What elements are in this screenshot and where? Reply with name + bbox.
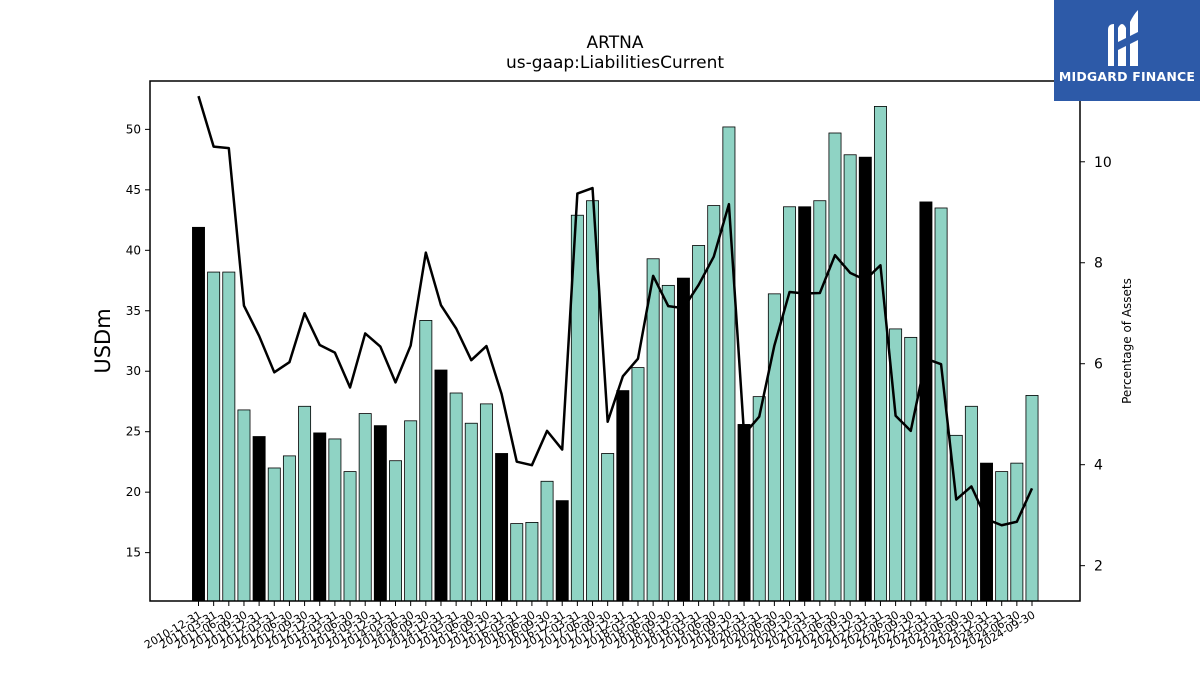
bar-2024-03-31	[995, 471, 1009, 602]
y-tick-label: 45	[126, 183, 141, 197]
bar-2021-12-31	[858, 156, 872, 602]
bar-2016-09-30	[540, 480, 554, 602]
bar-2014-03-31	[389, 460, 402, 602]
bar-2015-06-30	[464, 422, 478, 602]
bar-2020-12-31	[798, 206, 812, 602]
bar-2015-09-30	[479, 403, 493, 602]
bar-2022-12-31	[919, 201, 933, 602]
bar-2014-06-30	[404, 420, 418, 602]
y2-tick-label: 8	[1094, 256, 1103, 272]
y2-tick-label: 4	[1094, 458, 1103, 474]
y-tick-label: 25	[126, 425, 141, 439]
bar-2011-12-31	[252, 436, 266, 602]
y-tick-label: 50	[126, 122, 141, 136]
bar-2012-12-31	[313, 432, 327, 602]
bar-2024-06-30	[1010, 462, 1024, 602]
bar-2015-03-31	[449, 392, 463, 602]
y-tick-label: 40	[126, 243, 141, 257]
bar-2019-12-31	[737, 424, 751, 602]
bar-2021-03-31	[813, 200, 827, 602]
bar-2014-09-30	[419, 320, 433, 602]
bar-2019-09-30	[722, 126, 736, 602]
bar-2020-06-30	[767, 293, 781, 602]
bar-2018-03-31	[631, 367, 645, 602]
y-tick-label: 30	[126, 364, 141, 378]
bar-2020-09-30	[783, 206, 796, 602]
y-tick-label: 35	[126, 304, 141, 318]
bar-2017-12-31	[616, 390, 630, 602]
bar-2015-12-31	[495, 453, 509, 602]
bar-2018-12-31	[676, 277, 690, 602]
chart-title: ARTNA	[587, 33, 644, 53]
chart-subtitle: us-gaap:LiabilitiesCurrent	[506, 53, 724, 73]
plot-frame	[149, 80, 1081, 602]
y-tick-label: 15	[126, 546, 141, 560]
series-line-percentage	[197, 95, 1034, 527]
bar-2016-03-31	[510, 523, 524, 602]
logo-text: MIDGARD FINANCE	[1058, 69, 1196, 84]
bar-2018-09-30	[661, 284, 675, 602]
bar-2022-03-31	[873, 106, 887, 602]
bar-2013-06-30	[343, 471, 357, 602]
bar-2020-03-31	[752, 396, 766, 602]
bar-2023-09-30	[964, 405, 978, 602]
bar-2012-06-30	[282, 455, 296, 602]
y-axis-label: USDm	[91, 308, 115, 373]
bar-2011-06-30	[222, 271, 236, 602]
bar-2022-09-30	[904, 336, 918, 602]
bar-2013-03-31	[328, 438, 342, 602]
y2-tick-label: 2	[1094, 559, 1103, 575]
bar-2012-09-30	[298, 405, 312, 602]
bar-2013-12-31	[373, 425, 387, 602]
bar-2017-09-30	[601, 453, 615, 602]
y-axis-right: 2 4 6 8 10	[1080, 155, 1112, 575]
bar-2010-12-31	[192, 226, 205, 602]
bar-2013-09-30	[358, 413, 372, 602]
bar-2016-12-31	[555, 500, 569, 602]
bar-2021-09-30	[843, 154, 857, 602]
x-axis: 2010-12-312011-03-312011-06-302011-09-30…	[142, 601, 1038, 652]
bar-2019-03-31	[692, 245, 706, 602]
y-axis-left: 15 20 25 30 35 40 45 50	[126, 122, 150, 560]
y2-axis-label: Percentage of Assets	[1120, 278, 1134, 404]
bar-2018-06-30	[646, 258, 660, 602]
bar-2011-03-31	[207, 271, 221, 602]
bar-2014-12-31	[434, 369, 448, 602]
midgard-logo-icon	[1108, 10, 1138, 66]
bar-2016-06-30	[525, 522, 539, 602]
bar-2011-09-30	[237, 409, 251, 602]
y-tick-label: 20	[126, 485, 141, 499]
bar-2021-06-30	[828, 132, 842, 602]
y2-tick-label: 6	[1094, 357, 1103, 373]
midgard-logo: MIDGARD FINANCE	[1054, 0, 1200, 101]
bar-2023-12-31	[980, 462, 993, 602]
bar-2012-03-31	[267, 467, 281, 602]
y2-tick-label: 10	[1094, 155, 1112, 171]
bar-group	[192, 106, 1039, 602]
